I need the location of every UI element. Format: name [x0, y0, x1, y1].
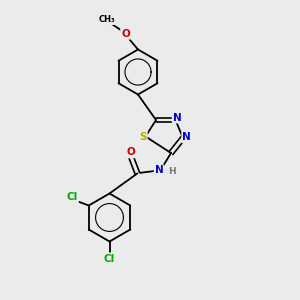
Text: O: O: [121, 29, 130, 39]
Text: N: N: [182, 132, 191, 142]
Text: Cl: Cl: [67, 192, 78, 202]
Text: Cl: Cl: [104, 254, 115, 264]
Text: N: N: [154, 165, 164, 176]
Text: S: S: [139, 131, 147, 142]
Text: O: O: [126, 147, 135, 158]
Text: H: H: [168, 167, 176, 176]
Text: N: N: [172, 112, 182, 123]
Text: CH₃: CH₃: [99, 15, 116, 24]
